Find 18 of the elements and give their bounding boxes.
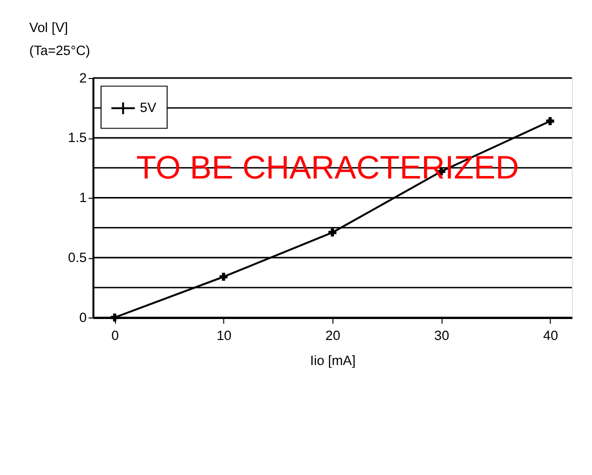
y-tick-label: 1.5 bbox=[68, 130, 87, 146]
x-tick-label: 30 bbox=[434, 328, 450, 344]
point bbox=[328, 228, 336, 236]
y-tick-label: 0 bbox=[79, 310, 87, 325]
point bbox=[220, 272, 228, 281]
point bbox=[110, 314, 119, 322]
x-tick-label: 40 bbox=[543, 328, 558, 344]
x-tick-label: 10 bbox=[216, 328, 232, 344]
x-tick-label: 20 bbox=[325, 328, 340, 344]
y-tick-label: 0.5 bbox=[68, 250, 87, 265]
y-tick-label: 1 bbox=[79, 190, 87, 206]
y-axis-title: Vol [V] bbox=[29, 20, 68, 36]
x-axis-title: Iio [mA] bbox=[310, 352, 356, 368]
y-tick-label: 2 bbox=[79, 70, 87, 86]
x-tick-label: 0 bbox=[111, 328, 119, 344]
legend-label: 5V bbox=[140, 100, 156, 116]
chart-subtitle: (Ta=25°C) bbox=[29, 43, 90, 58]
point bbox=[546, 117, 554, 126]
